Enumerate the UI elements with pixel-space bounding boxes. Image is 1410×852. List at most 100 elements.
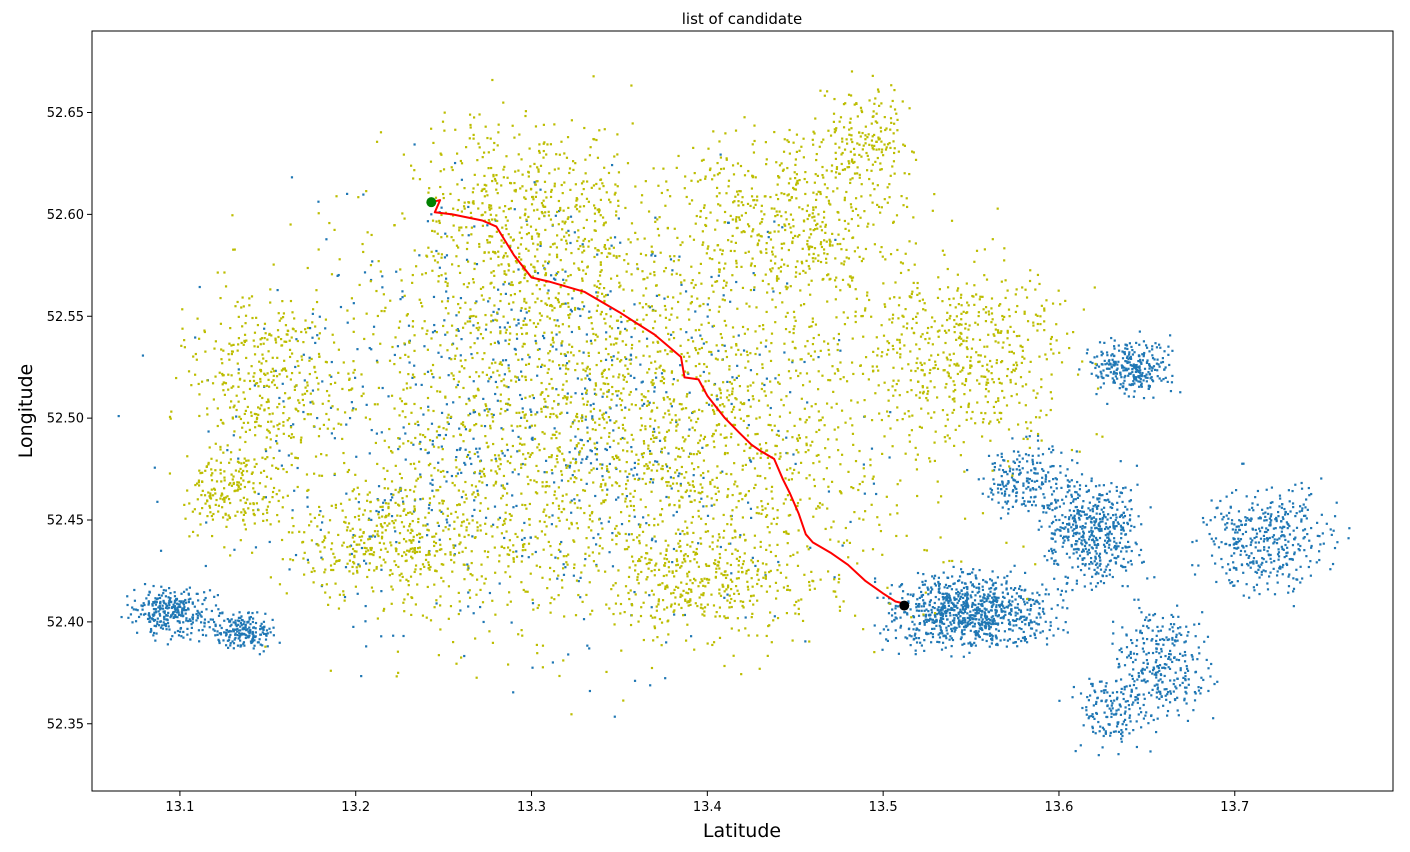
all_nodes-point: [1127, 654, 1130, 657]
all_nodes-point: [311, 336, 314, 339]
all_nodes-point: [1059, 471, 1062, 474]
all_nodes-point: [188, 586, 192, 589]
all_nodes-point: [443, 256, 447, 259]
all_nodes-point: [1120, 737, 1123, 740]
all_nodes-point: [197, 611, 200, 614]
all_nodes-point: [936, 608, 939, 611]
all_nodes-point: [333, 437, 336, 440]
all_nodes-point: [1095, 544, 1098, 547]
candidates-point: [717, 310, 720, 313]
all_nodes-point: [1012, 450, 1016, 453]
all_nodes-point: [1034, 468, 1037, 471]
candidates-point: [440, 253, 444, 256]
candidates-point: [892, 366, 895, 369]
all_nodes-point: [1207, 689, 1210, 693]
all_nodes-point: [1062, 629, 1065, 632]
all_nodes-point: [551, 514, 554, 517]
all_nodes-point: [1111, 642, 1114, 645]
all_nodes-point: [1280, 530, 1283, 533]
candidates-point: [320, 474, 324, 477]
all_nodes-point: [1202, 678, 1205, 682]
all_nodes-point: [1144, 374, 1147, 378]
candidates-point: [823, 340, 826, 343]
all_nodes-point: [1027, 509, 1030, 513]
all_nodes-point: [922, 605, 926, 608]
all_nodes-point: [1098, 484, 1101, 487]
candidates-point: [617, 351, 620, 354]
all_nodes-point: [960, 620, 963, 624]
all_nodes-point: [1126, 699, 1129, 703]
all_nodes-point: [1076, 512, 1079, 515]
all_nodes-point: [1167, 656, 1171, 659]
all_nodes-point: [1183, 660, 1187, 663]
all_nodes-point: [985, 639, 988, 643]
all_nodes-point: [648, 449, 652, 453]
candidates-point: [458, 551, 461, 554]
all_nodes-point: [885, 625, 888, 628]
candidates-point: [683, 533, 686, 536]
all_nodes-point: [974, 637, 977, 640]
all_nodes-point: [1155, 650, 1158, 653]
candidates-point: [843, 323, 847, 326]
all_nodes-point: [364, 604, 367, 608]
all_nodes-point: [630, 446, 633, 449]
all_nodes-point: [1169, 649, 1172, 653]
all_nodes-point: [1096, 566, 1099, 569]
all_nodes-point: [1037, 447, 1040, 450]
all_nodes-point: [1244, 516, 1247, 519]
all_nodes-point: [910, 635, 913, 638]
all_nodes-point: [1297, 543, 1300, 546]
all_nodes-point: [1005, 605, 1008, 608]
all_nodes-point: [469, 457, 472, 460]
all_nodes-point: [1140, 711, 1143, 714]
all_nodes-point: [887, 628, 890, 631]
candidates-point: [565, 493, 568, 496]
all_nodes-point: [292, 423, 295, 426]
candidates-point: [438, 502, 441, 505]
all_nodes-point: [1063, 539, 1066, 542]
all_nodes-point: [1004, 470, 1008, 474]
candidates-point: [880, 324, 883, 327]
all_nodes-point: [684, 290, 688, 293]
all_nodes-point: [1035, 488, 1038, 491]
all_nodes-point: [1147, 619, 1150, 622]
candidates-point: [258, 394, 262, 397]
all_nodes-point: [947, 604, 951, 607]
all_nodes-point: [538, 347, 541, 351]
all_nodes-point: [588, 378, 592, 382]
candidates-point: [520, 463, 523, 466]
all_nodes-point: [218, 624, 222, 627]
all_nodes-point: [1118, 349, 1121, 352]
all_nodes-point: [1179, 652, 1182, 655]
candidates-point: [789, 226, 792, 229]
all_nodes-point: [736, 364, 739, 367]
all_nodes-point: [1143, 678, 1146, 681]
candidates-point: [597, 280, 600, 283]
all_nodes-point: [1185, 702, 1188, 705]
all_nodes-point: [1074, 524, 1078, 527]
candidates-point: [527, 542, 531, 545]
all_nodes-point: [1316, 534, 1319, 538]
all_nodes-point: [1240, 523, 1244, 527]
all_nodes-point: [989, 601, 993, 604]
all_nodes-point: [1152, 667, 1156, 670]
all_nodes-point: [437, 461, 440, 464]
all_nodes-point: [595, 458, 599, 461]
all_nodes-point: [1010, 476, 1014, 479]
all_nodes-point: [1115, 368, 1118, 372]
all_nodes-point: [917, 614, 921, 617]
all_nodes-point: [555, 388, 558, 391]
candidates-point: [617, 442, 620, 445]
all_nodes-point: [1026, 601, 1029, 604]
candidates-point: [659, 552, 662, 555]
candidates-point: [761, 279, 764, 282]
all_nodes-point: [1027, 597, 1030, 601]
all_nodes-point: [1130, 364, 1133, 367]
all_nodes-point: [1002, 617, 1005, 620]
all_nodes-point: [986, 622, 990, 625]
all_nodes-point: [1103, 711, 1106, 714]
all_nodes-point: [1085, 709, 1088, 712]
candidates-point: [588, 514, 592, 517]
all_nodes-point: [1003, 606, 1006, 610]
all_nodes-point: [986, 595, 989, 598]
